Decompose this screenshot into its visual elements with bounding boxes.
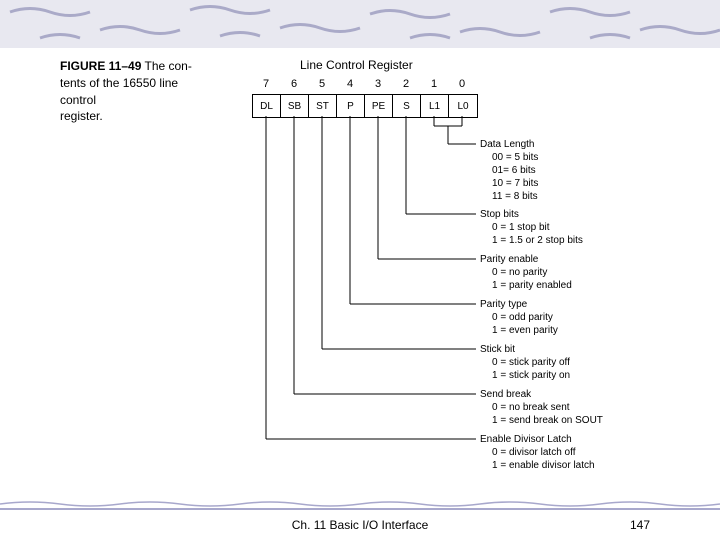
bit-number: 7 — [252, 78, 280, 90]
register-cell: L1 — [421, 95, 449, 117]
description-block: Stick bit0 = stick parity off1 = stick p… — [480, 343, 570, 382]
bit-number: 2 — [392, 78, 420, 90]
description-block: Parity enable0 = no parity1 = parity ena… — [480, 253, 572, 292]
bit-number: 6 — [280, 78, 308, 90]
bit-number: 1 — [420, 78, 448, 90]
register-cell: ST — [309, 95, 337, 117]
description-block: Send break0 = no break sent1 = send brea… — [480, 388, 603, 427]
bit-numbers: 76543210 — [252, 78, 476, 90]
figure-caption: FIGURE 11–49 The con- tents of the 16550… — [60, 58, 210, 125]
page-footer: Ch. 11 Basic I/O Interface 147 — [0, 508, 720, 532]
register-box: DLSBSTPPESL1L0 — [252, 94, 478, 118]
description-block: Parity type0 = odd parity1 = even parity — [480, 298, 558, 337]
bit-number: 0 — [448, 78, 476, 90]
wave-divider — [0, 496, 720, 506]
register-title: Line Control Register — [300, 58, 413, 72]
decorative-banner — [0, 0, 720, 48]
register-cell: PE — [365, 95, 393, 117]
description-block: Data Length00 = 5 bits01= 6 bits10 = 7 b… — [480, 138, 538, 203]
footer-text: Ch. 11 Basic I/O Interface — [292, 518, 429, 532]
description-block: Stop bits0 = 1 stop bit1 = 1.5 or 2 stop… — [480, 208, 583, 247]
bit-number: 3 — [364, 78, 392, 90]
description-block: Enable Divisor Latch0 = divisor latch of… — [480, 433, 595, 472]
register-cell: S — [393, 95, 421, 117]
bit-number: 5 — [308, 78, 336, 90]
page-number: 147 — [630, 518, 650, 532]
register-cell: P — [337, 95, 365, 117]
diagram-content: FIGURE 11–49 The con- tents of the 16550… — [0, 48, 720, 488]
register-cell: DL — [253, 95, 281, 117]
register-cell: L0 — [449, 95, 477, 117]
bit-number: 4 — [336, 78, 364, 90]
register-cell: SB — [281, 95, 309, 117]
